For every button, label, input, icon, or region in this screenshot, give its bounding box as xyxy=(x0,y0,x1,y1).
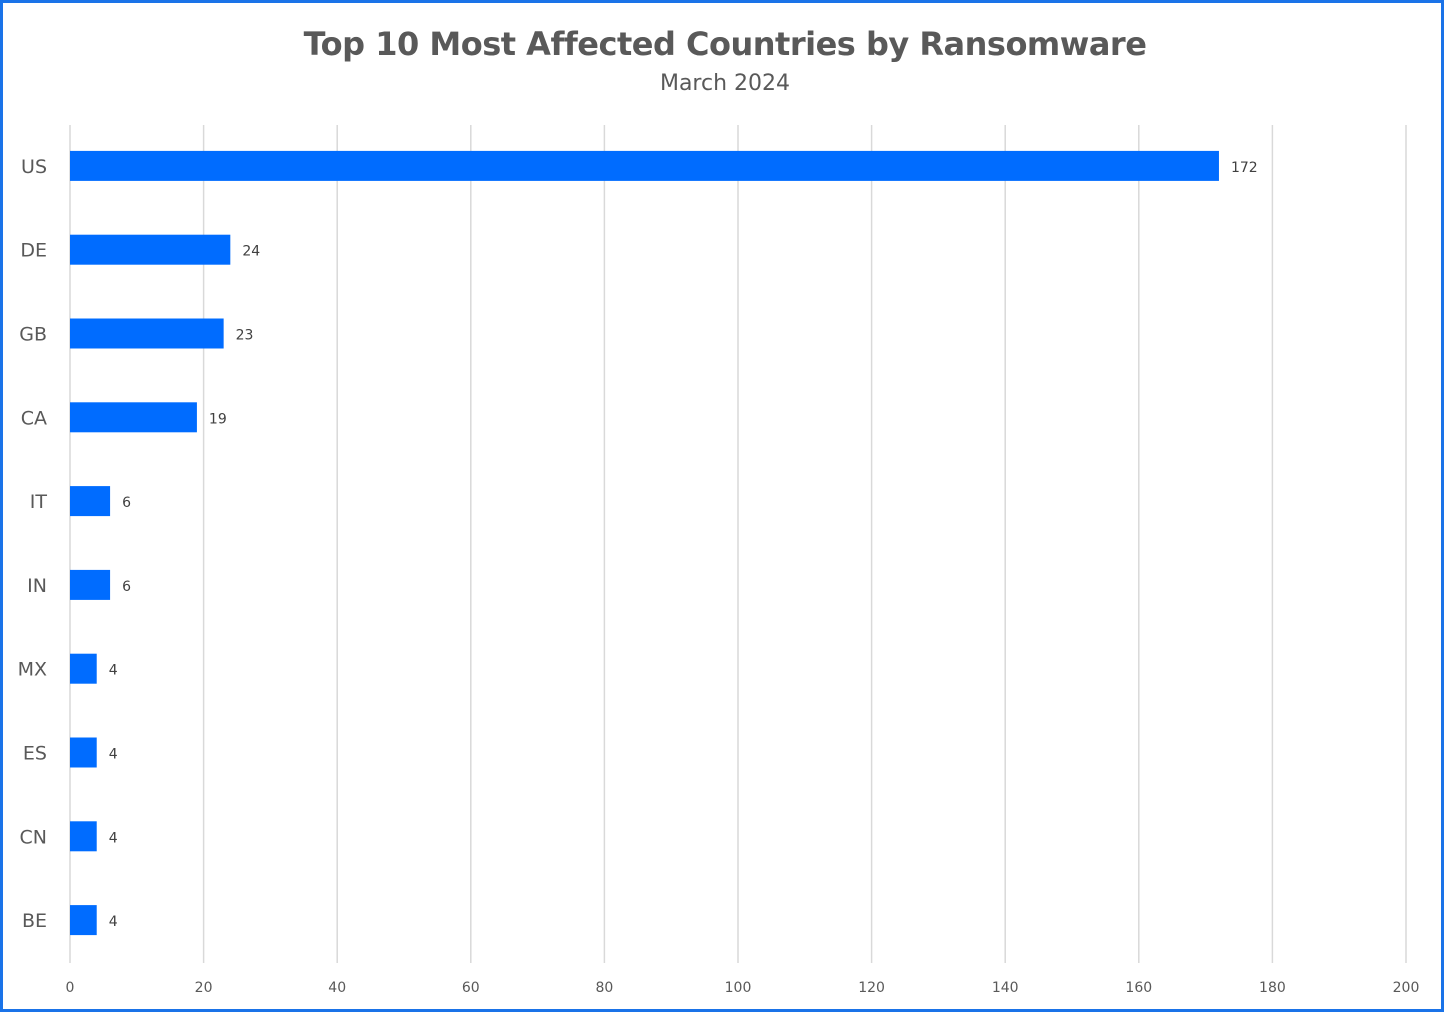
data-label: 6 xyxy=(122,495,131,511)
x-tick-label: 180 xyxy=(1259,980,1286,996)
data-label: 6 xyxy=(122,579,131,595)
bar-mx xyxy=(70,653,97,684)
x-tick-label: 20 xyxy=(195,980,213,996)
x-tick-label: 160 xyxy=(1125,980,1152,996)
x-tick-label: 60 xyxy=(462,980,480,996)
data-label: 19 xyxy=(209,411,227,427)
bar-us xyxy=(70,150,1219,181)
x-tick-label: 80 xyxy=(595,980,613,996)
data-label: 24 xyxy=(242,244,260,260)
x-tick-label: 40 xyxy=(328,980,346,996)
category-label: IT xyxy=(30,491,48,513)
bar-in xyxy=(70,569,111,600)
bar-es xyxy=(70,737,97,768)
category-label: GB xyxy=(19,324,47,346)
chart-subtitle: March 2024 xyxy=(659,71,791,96)
category-label: ES xyxy=(23,743,47,765)
x-tick-label: 120 xyxy=(858,980,885,996)
category-label: BE xyxy=(22,910,47,932)
category-label: IN xyxy=(27,575,47,597)
bar-it xyxy=(70,486,111,517)
x-tick-label: 200 xyxy=(1393,980,1420,996)
chart-title: Top 10 Most Affected Countries by Ransom… xyxy=(303,25,1147,63)
category-label: CN xyxy=(20,826,47,848)
x-tick-label: 140 xyxy=(992,980,1019,996)
category-label: US xyxy=(21,156,47,178)
data-label: 172 xyxy=(1231,160,1258,176)
category-label: DE xyxy=(20,240,47,262)
data-label: 4 xyxy=(109,830,118,846)
category-label: MX xyxy=(18,659,47,681)
bar-cn xyxy=(70,821,97,852)
data-label: 4 xyxy=(109,914,118,930)
bar-gb xyxy=(70,318,224,349)
x-tick-label: 100 xyxy=(725,980,752,996)
data-label: 23 xyxy=(236,328,254,344)
data-label: 4 xyxy=(109,747,118,763)
bar-be xyxy=(70,905,97,936)
data-label: 4 xyxy=(109,663,118,679)
category-label: CA xyxy=(21,407,47,429)
bar-de xyxy=(70,234,231,265)
bar-ca xyxy=(70,402,197,433)
x-tick-label: 0 xyxy=(66,980,75,996)
